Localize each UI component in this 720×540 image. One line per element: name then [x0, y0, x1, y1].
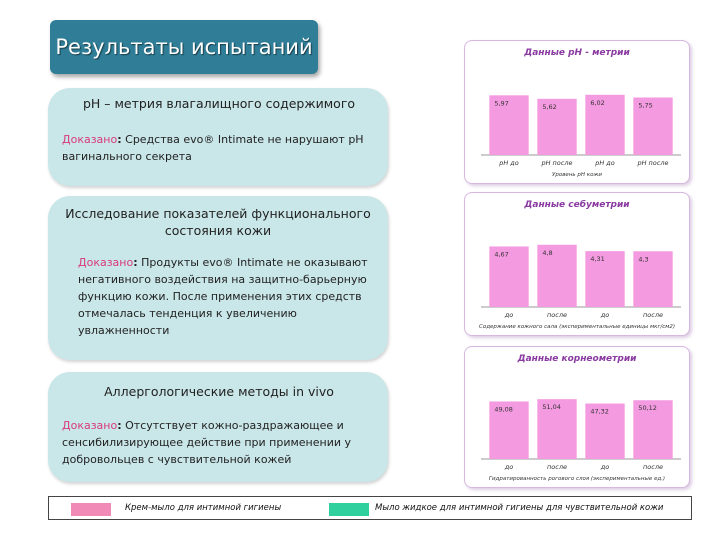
chart-category-label: после — [643, 463, 663, 471]
card-body: Доказано: Средства evo® Intimate не нару… — [62, 131, 376, 165]
proven-label: Доказано — [62, 418, 118, 432]
proven-colon: : — [117, 132, 122, 146]
chart-bar — [537, 399, 577, 459]
chart-xlabel: Гидратированность рогового слоя (экспери… — [489, 476, 665, 482]
card-allergy: Аллергологические методы in vivo Доказан… — [48, 372, 388, 482]
chart-value-label: 47,32 — [590, 408, 609, 416]
legend: Крем-мыло для интимной гигиены Мыло жидк… — [48, 496, 692, 520]
legend-label-liquid-soap: Мыло жидкое для интимной гигиены для чув… — [375, 503, 664, 513]
chart-title: Данные себуметрии — [523, 199, 630, 210]
chart-value-label: 4,3 — [638, 255, 648, 263]
chart-value-label: 5,75 — [638, 102, 652, 110]
chart-bar — [537, 98, 577, 155]
chart-xlabel: Содержание кожного сала (экспериментальн… — [479, 324, 675, 330]
chart-category-label: рН после — [636, 159, 668, 167]
proven-colon: : — [133, 255, 138, 269]
chart-value-label: 4,31 — [590, 255, 604, 263]
proven-label: Доказано — [78, 255, 134, 269]
chart-xlabel: Уровень рН кожи — [552, 172, 602, 178]
card-heading: Исследование показателей функционального… — [65, 206, 371, 238]
chart-category-label: после — [547, 463, 567, 471]
legend-label-cream-soap: Крем-мыло для интимной гигиены — [125, 503, 282, 513]
proven-label: Доказано — [62, 132, 118, 146]
slide-title: Результаты испытаний — [55, 35, 313, 59]
chart-value-label: 5,62 — [542, 103, 556, 111]
chart-panel-sebum: Данные себуметрии 4,67 до 4,8 после 4,31 до 4,3… — [464, 192, 690, 336]
chart-category-label: до — [600, 311, 609, 319]
chart-title: Данные рН - метрии — [523, 48, 630, 58]
chart-bar — [585, 94, 625, 155]
chart-panel-ph: Данные рН - метрии 5,97 рН до 5,62 рН после 6… — [464, 40, 690, 184]
chart-value-label: 4,8 — [542, 249, 552, 257]
chart-bar — [489, 401, 529, 459]
chart-value-label: 49,08 — [494, 405, 513, 413]
chart-bar — [633, 251, 673, 307]
chart-title: Данные корнеометрии — [517, 354, 638, 364]
slide-title-box: Результаты испытаний — [50, 20, 318, 74]
chart-category-label: рН до — [594, 159, 615, 167]
chart-bar — [633, 400, 673, 459]
chart-value-label: 51,04 — [542, 403, 561, 411]
chart-category-label: до — [600, 463, 609, 471]
chart-ph-metry: Данные рН - метрии 5,97 рН до 5,62 рН после 6… — [481, 48, 681, 178]
card-text: Средства evo® Intimate не нарушают рН ва… — [62, 132, 364, 163]
chart-value-label: 4,67 — [494, 250, 508, 258]
proven-colon: : — [117, 418, 122, 432]
chart-bar — [537, 244, 577, 307]
card-body: Доказано: Продукты evo® Intimate не оказ… — [78, 254, 374, 339]
chart-bar — [585, 251, 625, 307]
chart-bar — [585, 403, 625, 459]
chart-category-label: после — [643, 311, 663, 319]
chart-sebumetry: Данные себуметрии 4,67 до 4,8 после 4,31 до 4,3… — [479, 199, 681, 330]
chart-value-label: 5,97 — [494, 99, 508, 107]
chart-category-label: рН после — [540, 159, 572, 167]
chart-corneometry: Данные корнеометрии 49,08 до 51,04 после 47,3… — [481, 354, 681, 482]
chart-bar — [489, 95, 529, 155]
card-text: Отсутствует кожно-раздражающее и сенсиби… — [62, 418, 351, 466]
card-heading: рН – метрия влагалищного содержимого — [82, 96, 356, 111]
chart-bar — [489, 246, 529, 307]
chart-category-label: до — [504, 311, 513, 319]
card-skin-function: Исследование показателей функционального… — [48, 196, 388, 360]
card-ph-metry: рН – метрия влагалищного содержимого Док… — [48, 88, 388, 186]
chart-bar — [633, 97, 673, 155]
card-heading: Аллергологические методы in vivo — [104, 384, 334, 399]
chart-category-label: рН до — [498, 159, 519, 167]
chart-value-label: 50,12 — [638, 404, 657, 412]
chart-category-label: до — [504, 463, 513, 471]
chart-value-label: 6,02 — [590, 99, 604, 107]
chart-category-label: после — [547, 311, 567, 319]
legend-swatch-pink — [71, 503, 111, 516]
card-body: Доказано: Отсутствует кожно-раздражающее… — [62, 417, 376, 468]
chart-panel-corneo: Данные корнеометрии 49,08 до 51,04 после 47,3… — [464, 346, 690, 488]
card-text: Продукты evo® Intimate не оказывают нега… — [78, 255, 368, 337]
legend-swatch-green — [329, 503, 369, 516]
